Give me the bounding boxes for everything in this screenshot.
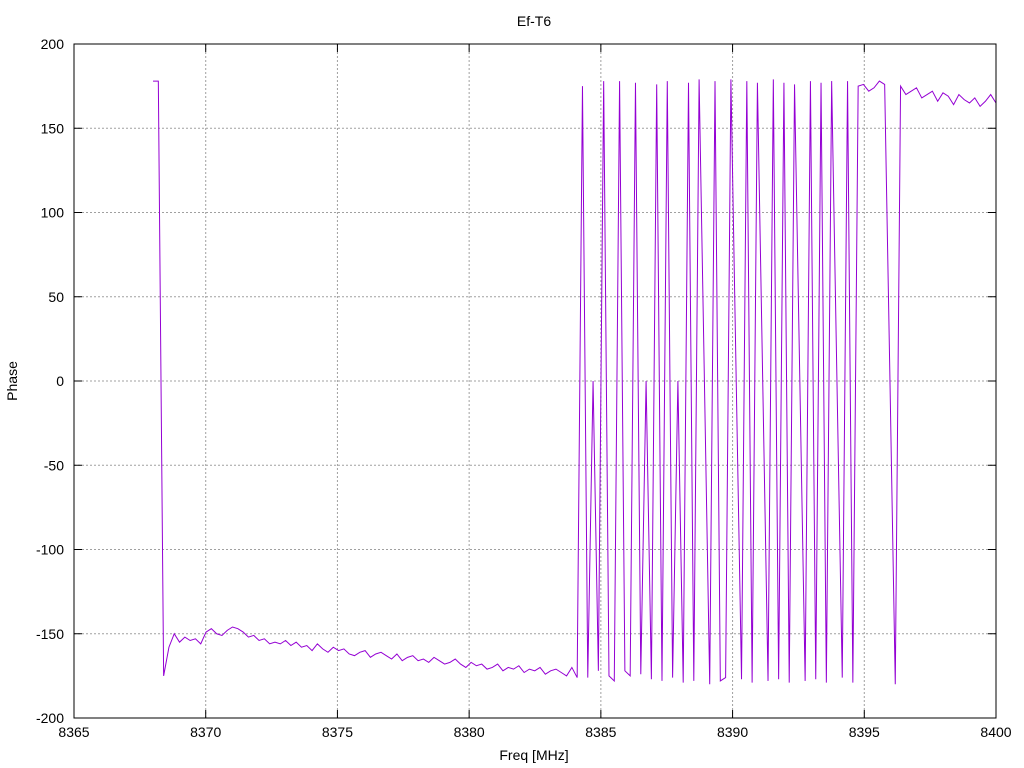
x-tick-label: 8365 <box>58 724 89 740</box>
y-axis-label: Phase <box>4 361 20 401</box>
x-tick-label: 8370 <box>190 724 221 740</box>
x-tick-label: 8380 <box>454 724 485 740</box>
chart-title: Ef-T6 <box>517 13 551 29</box>
x-tick-label: 8400 <box>980 724 1011 740</box>
y-tick-label: 150 <box>41 120 65 136</box>
y-tick-label: -50 <box>44 457 64 473</box>
grid-lines <box>74 44 996 718</box>
y-tick-label: 50 <box>48 289 64 305</box>
phase-series-line <box>153 79 997 685</box>
x-tick-label: 8385 <box>585 724 616 740</box>
x-tick-label: 8390 <box>717 724 748 740</box>
y-tick-label: 200 <box>41 36 65 52</box>
series-group <box>153 79 997 685</box>
y-tick-label: -150 <box>36 626 64 642</box>
x-axis-label: Freq [MHz] <box>499 747 568 763</box>
y-tick-label: 100 <box>41 205 65 221</box>
y-tick-label: -200 <box>36 710 64 726</box>
x-tick-label: 8395 <box>849 724 880 740</box>
y-tick-label: 0 <box>56 373 64 389</box>
y-tick-label: -100 <box>36 542 64 558</box>
x-tick-label: 8375 <box>322 724 353 740</box>
axis-ticks: 8365 8370 8375 8380 8385 8390 8395 8400 -200 -150… <box>36 36 1012 740</box>
plot-frame <box>73 43 997 719</box>
